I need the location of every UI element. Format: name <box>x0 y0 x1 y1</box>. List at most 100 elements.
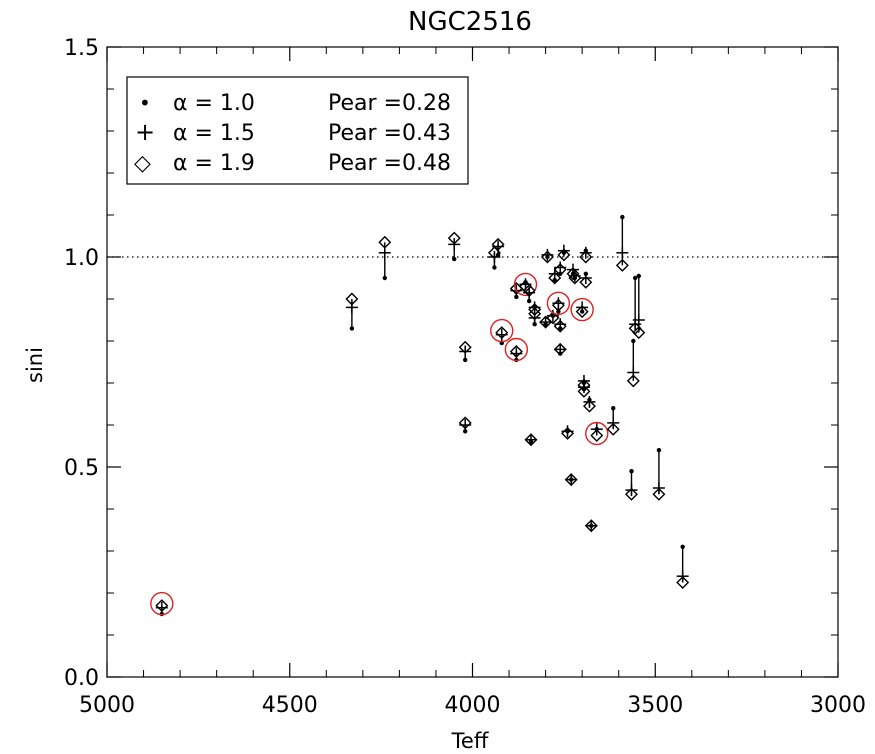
diamond-marker <box>632 326 646 340</box>
data-point-group <box>579 271 593 289</box>
data-point-group <box>626 338 640 388</box>
diamond-marker <box>378 235 392 249</box>
data-point-group <box>557 244 571 262</box>
legend-pear-label: Pear =0.48 <box>328 151 451 176</box>
data-point-group <box>553 342 567 356</box>
dot-marker <box>382 275 387 281</box>
dot-marker <box>526 298 532 304</box>
diamond-marker <box>447 231 461 245</box>
highlight-circle <box>150 591 174 616</box>
diamond-marker <box>625 487 638 501</box>
dot-marker <box>620 214 625 220</box>
dot-marker <box>452 256 457 262</box>
legend-symbol-plus: + <box>135 118 155 146</box>
diamond-marker <box>615 258 629 272</box>
diamond-marker <box>553 319 567 333</box>
dot-marker <box>631 338 636 344</box>
data-point-group <box>577 381 591 398</box>
data-point-group <box>345 292 359 331</box>
y-axis-label: sini <box>23 347 47 383</box>
data-point-group <box>539 315 553 329</box>
data-point-group <box>522 284 536 304</box>
dot-marker <box>636 273 642 279</box>
diamond-marker <box>582 399 596 413</box>
dot-marker <box>632 275 638 281</box>
diamond-marker <box>577 384 591 398</box>
data-point-group <box>524 433 538 447</box>
data-marks <box>150 214 690 617</box>
data-point-group <box>564 473 578 487</box>
diamond-marker <box>590 429 604 442</box>
dot-marker <box>495 252 501 258</box>
axis-tick-labels: 5000 4500 4000 3500 3000 0.0 0.5 1.0 1.5 <box>64 36 866 718</box>
diamond-marker <box>540 250 554 264</box>
diamond-marker <box>548 271 562 285</box>
data-point-group <box>652 448 666 501</box>
diamond-marker <box>564 473 578 487</box>
legend-symbol-dot: • <box>139 91 151 115</box>
data-point-group <box>676 544 690 589</box>
diamond-marker <box>551 298 565 312</box>
diamond-marker <box>522 284 536 298</box>
diamond-marker <box>345 292 359 306</box>
data-point-group <box>528 301 542 316</box>
dot-marker <box>462 429 468 434</box>
x-tick-label: 3000 <box>810 693 866 718</box>
dot-marker <box>611 406 616 411</box>
diamond-marker <box>561 426 575 440</box>
x-tick-label: 4500 <box>262 693 318 718</box>
highlight-circle <box>490 318 514 343</box>
highlight-circle <box>585 421 609 446</box>
dot-marker <box>552 277 557 283</box>
chart-title: NGC2516 <box>408 7 532 37</box>
diamond-marker <box>155 599 169 613</box>
data-point-group <box>458 340 472 363</box>
data-point-group <box>378 235 392 281</box>
legend-alpha-label: α = 1.0 <box>173 91 255 116</box>
diamond-marker <box>546 311 560 325</box>
dot-marker <box>532 322 537 327</box>
diamond-marker <box>509 345 523 358</box>
dot-marker <box>656 448 662 453</box>
data-point-group <box>540 248 554 264</box>
highlight-circle <box>504 337 529 362</box>
diamond-marker <box>579 250 593 264</box>
data-point-group <box>570 297 594 322</box>
diamond-marker <box>495 326 509 340</box>
data-point-group <box>546 309 560 325</box>
axis-ticks <box>106 46 839 678</box>
data-point-group <box>490 318 514 346</box>
data-point-group <box>504 337 529 363</box>
data-point-group <box>584 519 598 533</box>
data-point-group <box>447 231 461 262</box>
y-tick-label: 1.5 <box>64 36 99 61</box>
legend-pear-label: Pear =0.43 <box>328 121 451 146</box>
y-tick-label: 0.5 <box>64 456 99 481</box>
dot-marker <box>462 357 468 363</box>
diamond-marker <box>652 487 666 501</box>
data-point-group <box>582 395 596 413</box>
legend-box <box>126 76 469 185</box>
data-point-group <box>579 246 593 264</box>
diamond-marker <box>676 576 690 589</box>
diamond-marker <box>579 275 593 289</box>
data-point-group <box>546 291 571 315</box>
x-tick-label: 4000 <box>445 693 501 718</box>
dot-marker <box>680 544 685 549</box>
data-point-group <box>458 416 472 434</box>
diamond-marker <box>458 340 472 354</box>
highlight-circle <box>570 297 594 322</box>
data-point-group <box>561 425 575 440</box>
data-point-group <box>553 261 567 277</box>
diamond-marker <box>606 422 620 436</box>
y-tick-label: 0.0 <box>64 666 99 691</box>
data-point-group <box>491 237 505 258</box>
diamond-marker <box>553 342 567 356</box>
legend-alpha-label: α = 1.9 <box>173 151 255 176</box>
diamond-marker <box>626 374 640 388</box>
data-point-group <box>632 273 646 340</box>
diamond-marker <box>524 433 538 447</box>
diamond-marker <box>553 263 567 277</box>
y-tick-label: 1.0 <box>64 246 99 271</box>
